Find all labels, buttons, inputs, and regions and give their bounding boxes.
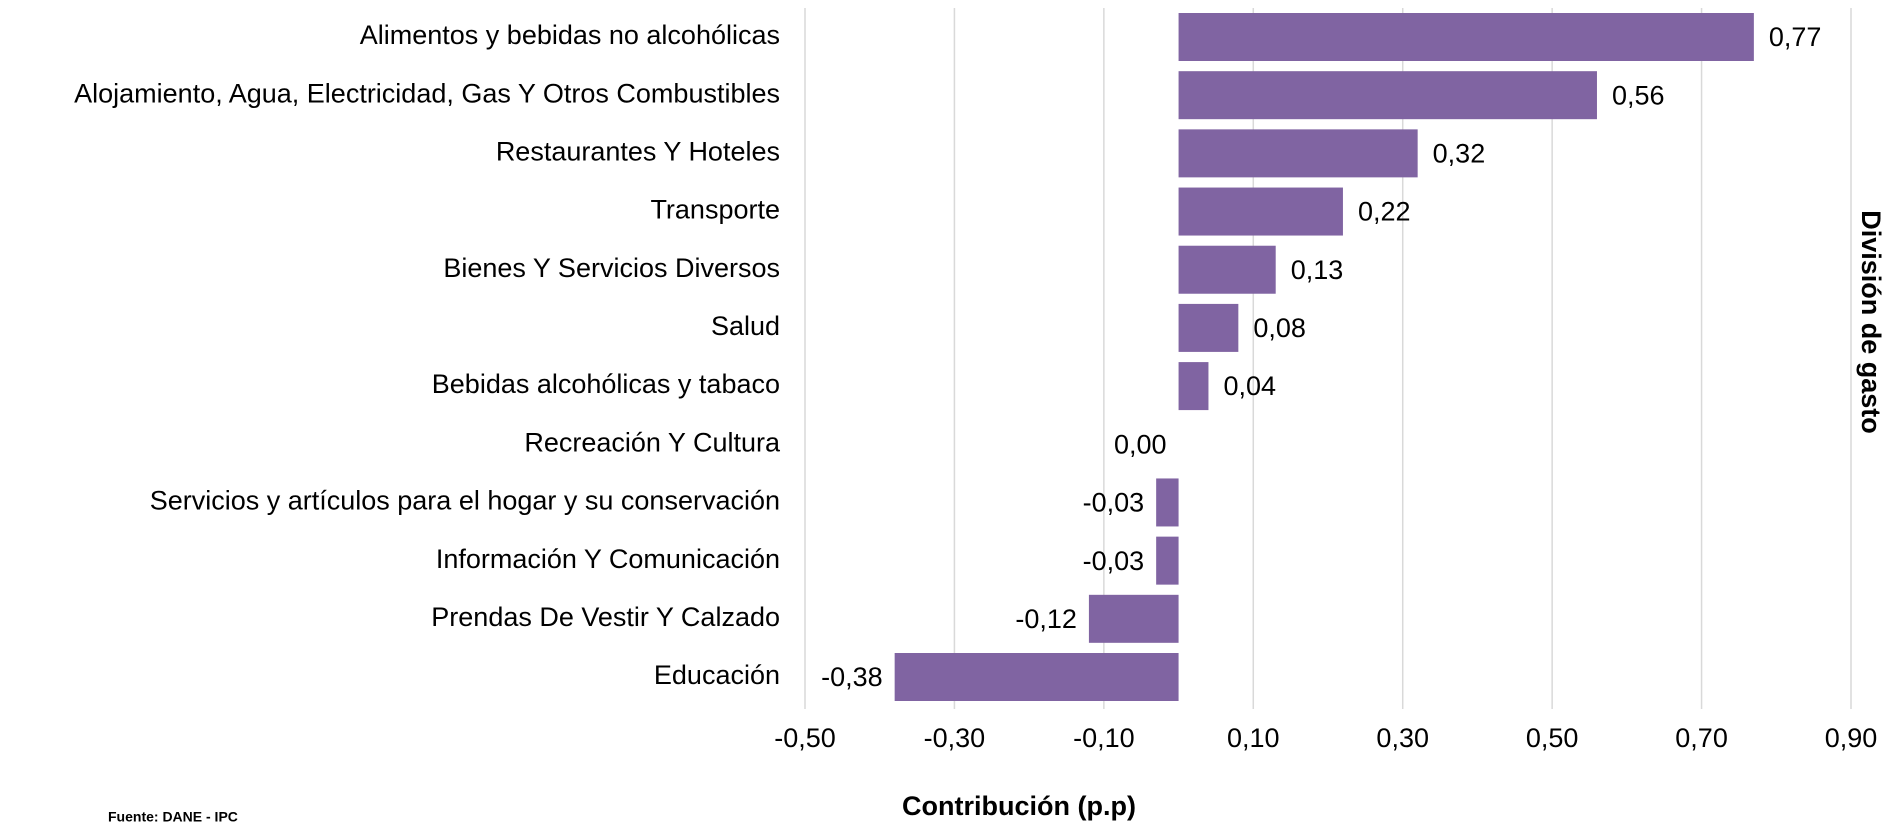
data-label: 0,00 <box>1114 429 1167 459</box>
bar <box>1088 594 1179 643</box>
data-label: 0,08 <box>1253 313 1306 343</box>
x-tick-label: -0,30 <box>924 723 986 753</box>
bar <box>894 653 1179 701</box>
bar <box>1178 245 1276 294</box>
y-axis-title: División de gasto <box>1856 210 1885 434</box>
x-tick-label: 0,10 <box>1227 723 1280 753</box>
x-tick-label: -0,50 <box>774 723 836 753</box>
bar <box>1178 362 1209 411</box>
data-label: 0,32 <box>1433 138 1486 168</box>
data-label: -0,03 <box>1083 546 1145 576</box>
bar <box>1156 536 1179 585</box>
bar <box>1178 13 1754 61</box>
x-tick-label: 0,50 <box>1526 723 1579 753</box>
category-label: Alimentos y bebidas no alcohólicas <box>360 20 780 50</box>
data-label: -0,12 <box>1015 604 1077 634</box>
category-label: Recreación Y Cultura <box>524 427 781 457</box>
x-axis-title: Contribución (p.p) <box>902 791 1136 821</box>
data-label: 0,77 <box>1769 22 1822 52</box>
data-label: 0,04 <box>1223 371 1276 401</box>
category-label: Transporte <box>650 195 780 225</box>
category-label: Restaurantes Y Hoteles <box>496 136 780 166</box>
category-label: Prendas De Vestir Y Calzado <box>431 602 780 632</box>
category-label: Bienes Y Servicios Diversos <box>443 253 780 283</box>
x-tick-label: -0,10 <box>1073 723 1135 753</box>
data-label: -0,03 <box>1083 488 1145 518</box>
data-label: -0,38 <box>821 662 883 692</box>
category-label: Alojamiento, Agua, Electricidad, Gas Y O… <box>74 78 780 108</box>
category-label: Información Y Comunicación <box>436 544 780 574</box>
category-label: Salud <box>711 311 780 341</box>
bar <box>1178 71 1597 120</box>
category-label: Bebidas alcohólicas y tabaco <box>432 369 780 399</box>
x-tick-label: 0,90 <box>1825 723 1878 753</box>
category-label: Servicios y artículos para el hogar y su… <box>150 486 780 516</box>
x-tick-label: 0,30 <box>1376 723 1429 753</box>
x-tick-label: 0,70 <box>1675 723 1728 753</box>
bar <box>1178 187 1343 236</box>
bar <box>1178 129 1418 178</box>
data-label: 0,56 <box>1612 80 1665 110</box>
category-label: Educación <box>654 660 780 690</box>
data-label: 0,22 <box>1358 197 1411 227</box>
bar <box>1178 303 1239 352</box>
data-label: 0,13 <box>1291 255 1344 285</box>
bar <box>1156 478 1179 527</box>
source-note: Fuente: DANE - IPC <box>108 809 238 823</box>
